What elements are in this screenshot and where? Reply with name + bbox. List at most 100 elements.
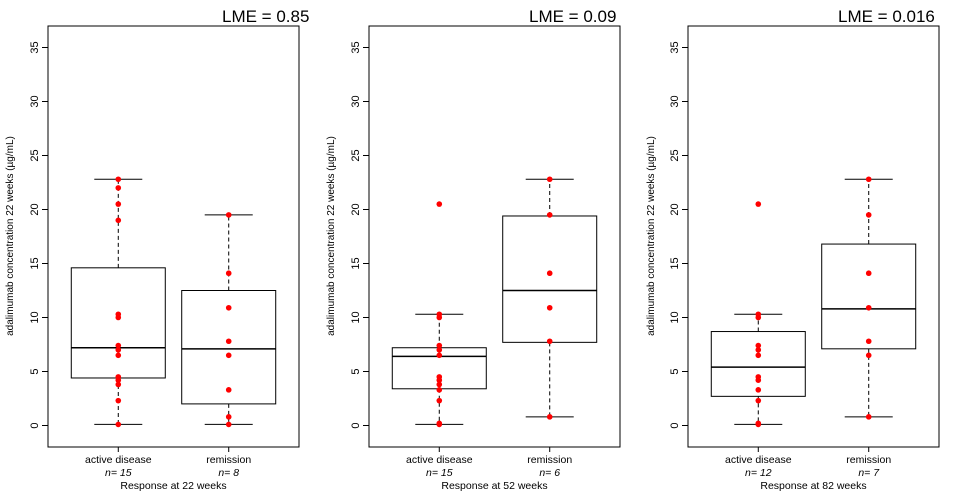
lme-statistic: LME = 0.09 xyxy=(529,7,616,26)
data-point xyxy=(115,421,122,428)
data-point xyxy=(546,414,553,420)
iqr-box xyxy=(710,331,806,397)
data-point xyxy=(436,311,443,318)
panel-1: 0 5 10 15 20 25 30 35 adalimumab concentration 2… xyxy=(5,7,309,492)
data-point xyxy=(115,185,122,191)
y-axis-label: adalimumab concentration 22 weeks (µg/mL… xyxy=(5,136,16,336)
data-point xyxy=(436,420,443,427)
y-tick-label: 10 xyxy=(350,311,362,323)
lme-statistic: LME = 0.85 xyxy=(222,7,309,26)
data-point xyxy=(755,352,762,359)
y-axis: 0 5 10 15 20 25 30 35 xyxy=(29,41,48,429)
data-point xyxy=(225,387,232,393)
data-point xyxy=(546,304,553,311)
n-label: n= 15 xyxy=(426,467,453,479)
y-tick-label: 20 xyxy=(29,203,41,215)
plot-frame xyxy=(368,25,621,448)
data-point xyxy=(436,347,443,353)
category-label: active disease xyxy=(406,454,473,466)
data-point xyxy=(436,374,443,380)
data-point xyxy=(115,217,122,224)
y-tick-label: 30 xyxy=(669,95,681,107)
data-point xyxy=(755,201,762,207)
y-tick-label: 30 xyxy=(350,95,362,107)
y-tick-label: 5 xyxy=(29,368,41,374)
data-point xyxy=(115,381,122,388)
iqr-box xyxy=(70,267,166,379)
data-point xyxy=(865,414,872,420)
y-tick-label: 15 xyxy=(350,257,362,269)
x-axis-label: Response at 82 weeks xyxy=(760,480,866,492)
data-point xyxy=(546,338,553,345)
data-point xyxy=(225,338,232,345)
panel-2: 0 5 10 15 20 25 30 35 adalimumab concentration 2… xyxy=(326,7,621,492)
category-label: remission xyxy=(206,454,251,466)
n-label: n= 8 xyxy=(218,467,239,479)
data-point xyxy=(436,201,443,207)
iqr-box xyxy=(181,290,277,405)
n-label: n= 7 xyxy=(858,467,880,479)
lme-statistic: LME = 0.016 xyxy=(838,7,935,26)
y-tick-label: 0 xyxy=(29,422,41,428)
y-axis-label: adalimumab concentration 22 weeks (µg/mL… xyxy=(646,136,657,336)
y-tick-label: 25 xyxy=(669,149,681,161)
plot-frame xyxy=(687,25,940,448)
data-point xyxy=(115,397,122,404)
data-point xyxy=(865,304,872,311)
panel-3: 0 5 10 15 20 25 30 35 adalimumab concentration 2… xyxy=(646,7,940,492)
n-label: n= 6 xyxy=(539,467,560,479)
data-point xyxy=(225,352,232,359)
plot-frame xyxy=(47,25,300,448)
data-point xyxy=(546,212,553,218)
y-tick-label: 10 xyxy=(29,311,41,323)
data-point xyxy=(115,311,122,318)
data-point xyxy=(115,342,122,349)
data-point xyxy=(115,347,122,353)
y-tick-label: 25 xyxy=(350,149,362,161)
iqr-box xyxy=(821,243,917,350)
y-tick-label: 35 xyxy=(350,41,362,53)
n-label: n= 15 xyxy=(105,467,132,479)
y-tick-label: 35 xyxy=(29,41,41,53)
data-point xyxy=(115,201,122,207)
y-tick-label: 30 xyxy=(29,95,41,107)
y-tick-label: 5 xyxy=(350,368,362,374)
data-point xyxy=(225,304,232,311)
iqr-box xyxy=(502,215,598,343)
y-tick-label: 10 xyxy=(669,311,681,323)
data-point xyxy=(755,347,762,353)
y-tick-label: 0 xyxy=(350,422,362,428)
data-point xyxy=(755,420,762,427)
data-point xyxy=(755,374,762,380)
y-tick-label: 5 xyxy=(669,368,681,374)
data-point xyxy=(115,352,122,359)
category-label: active disease xyxy=(725,454,792,466)
data-point xyxy=(225,212,232,218)
y-tick-label: 20 xyxy=(350,203,362,215)
y-axis: 0 5 10 15 20 25 30 35 xyxy=(350,41,369,429)
data-point xyxy=(436,387,443,393)
y-tick-label: 20 xyxy=(669,203,681,215)
data-point xyxy=(225,414,232,420)
category-label: remission xyxy=(846,454,891,466)
category-label: active disease xyxy=(85,454,152,466)
data-point xyxy=(865,212,872,218)
category-label: remission xyxy=(527,454,572,466)
data-point xyxy=(865,270,872,277)
data-point xyxy=(755,397,762,404)
y-tick-label: 25 xyxy=(29,149,41,161)
n-label: n= 12 xyxy=(745,467,772,479)
y-tick-label: 15 xyxy=(669,257,681,269)
data-point xyxy=(436,342,443,349)
data-point xyxy=(755,311,762,318)
data-point xyxy=(755,342,762,349)
data-point xyxy=(436,397,443,404)
x-axis-label: Response at 22 weeks xyxy=(120,480,226,492)
data-point xyxy=(436,381,443,388)
